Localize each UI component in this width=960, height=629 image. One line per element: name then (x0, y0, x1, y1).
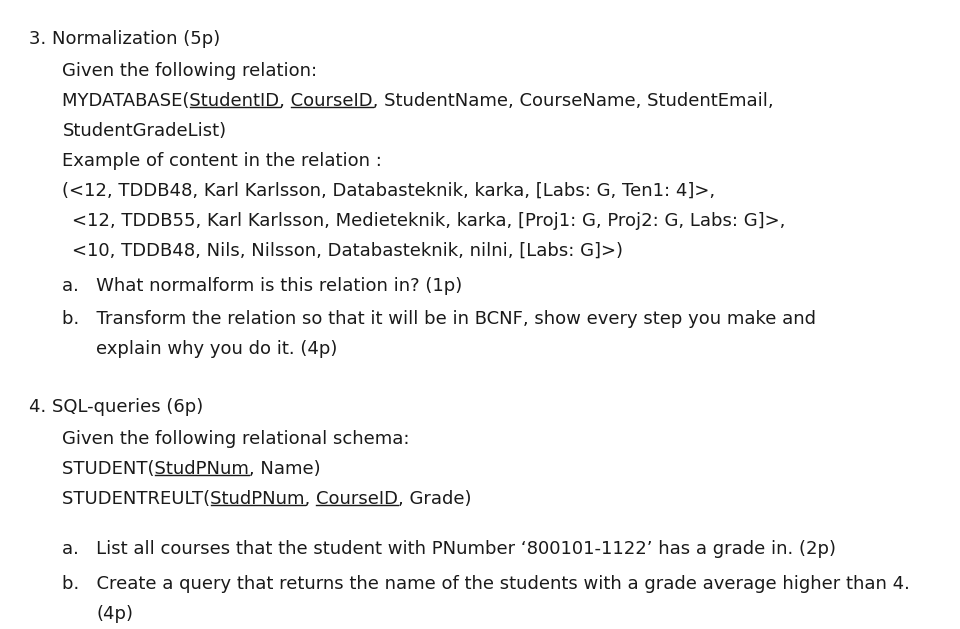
Text: <12, TDDB55, Karl Karlsson, Medieteknik, karka, [Proj1: G, Proj2: G, Labs: G]>,: <12, TDDB55, Karl Karlsson, Medieteknik,… (72, 212, 785, 230)
Text: 4. SQL-queries (6p): 4. SQL-queries (6p) (29, 398, 204, 416)
Text: explain why you do it. (4p): explain why you do it. (4p) (96, 340, 337, 358)
Text: STUDENTREULT(StudPNum, CourseID, Grade): STUDENTREULT(StudPNum, CourseID, Grade) (62, 490, 472, 508)
Text: MYDATABASE(StudentID, CourseID, StudentName, CourseName, StudentEmail,: MYDATABASE(StudentID, CourseID, StudentN… (62, 92, 774, 110)
Text: Given the following relational schema:: Given the following relational schema: (62, 430, 410, 448)
Text: 3. Normalization (5p): 3. Normalization (5p) (29, 30, 220, 48)
Text: STUDENT(StudPNum, Name): STUDENT(StudPNum, Name) (62, 460, 321, 478)
Text: StudentGradeList): StudentGradeList) (62, 122, 227, 140)
Text: (<12, TDDB48, Karl Karlsson, Databasteknik, karka, [Labs: G, Ten1: 4]>,: (<12, TDDB48, Karl Karlsson, Databastekn… (62, 182, 715, 200)
Text: a.   List all courses that the student with PNumber ‘800101-1122’ has a grade in: a. List all courses that the student wit… (62, 540, 836, 558)
Text: b.   Transform the relation so that it will be in BCNF, show every step you make: b. Transform the relation so that it wil… (62, 310, 816, 328)
Text: Example of content in the relation :: Example of content in the relation : (62, 152, 382, 170)
Text: <10, TDDB48, Nils, Nilsson, Databasteknik, nilni, [Labs: G]>): <10, TDDB48, Nils, Nilsson, Databastekni… (72, 242, 623, 260)
Text: b.   Create a query that returns the name of the students with a grade average h: b. Create a query that returns the name … (62, 575, 910, 593)
Text: Given the following relation:: Given the following relation: (62, 62, 318, 80)
Text: (4p): (4p) (96, 605, 133, 623)
Text: a.   What normalform is this relation in? (1p): a. What normalform is this relation in? … (62, 277, 463, 295)
